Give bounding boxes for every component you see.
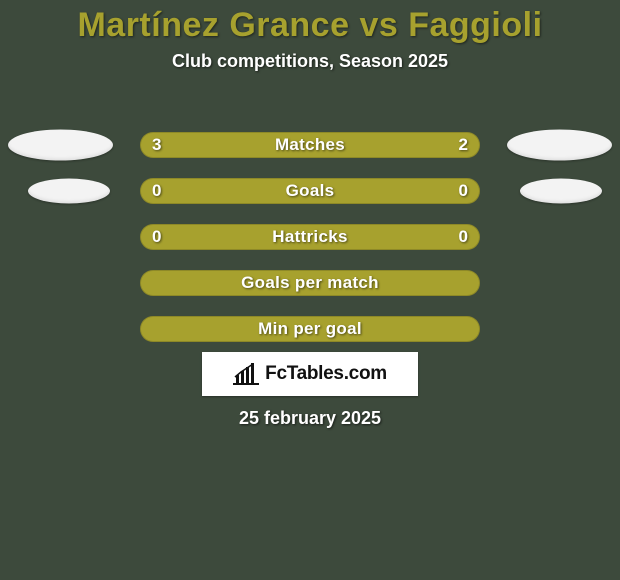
stat-bar: 0 Goals 0 [140,178,480,204]
stat-row: 3 Matches 2 [0,122,620,168]
stat-right-value: 2 [459,132,468,158]
stat-bar: 0 Hattricks 0 [140,224,480,250]
page-subtitle: Club competitions, Season 2025 [0,51,620,72]
stat-label: Hattricks [272,227,347,247]
stat-row: 0 Hattricks 0 [0,214,620,260]
stat-rows: 3 Matches 2 0 Goals 0 0 Hattricks 0 [0,122,620,352]
player-right-badge [507,130,612,161]
stat-bar: Min per goal [140,316,480,342]
stat-row: Goals per match [0,260,620,306]
player-left-badge [8,130,113,161]
stat-left-value: 0 [152,178,161,204]
stat-right-value: 0 [459,224,468,250]
stat-bar: Goals per match [140,270,480,296]
stat-left-value: 0 [152,224,161,250]
stat-left-value: 3 [152,132,161,158]
bar-chart-icon [233,363,259,385]
stat-row: Min per goal [0,306,620,352]
stat-label: Matches [275,135,345,155]
stat-right-value: 0 [459,178,468,204]
page-title: Martínez Grance vs Faggioli [0,0,620,45]
brand-box: FcTables.com [202,352,418,396]
stat-label: Goals per match [241,273,379,293]
stat-row: 0 Goals 0 [0,168,620,214]
stat-label: Min per goal [258,319,362,339]
stat-bar: 3 Matches 2 [140,132,480,158]
player-left-badge [28,179,110,204]
brand-text: FcTables.com [265,363,387,385]
comparison-infographic: Martínez Grance vs Faggioli Club competi… [0,0,620,580]
stat-label: Goals [286,181,335,201]
player-right-badge [520,179,602,204]
footer-date: 25 february 2025 [0,408,620,429]
